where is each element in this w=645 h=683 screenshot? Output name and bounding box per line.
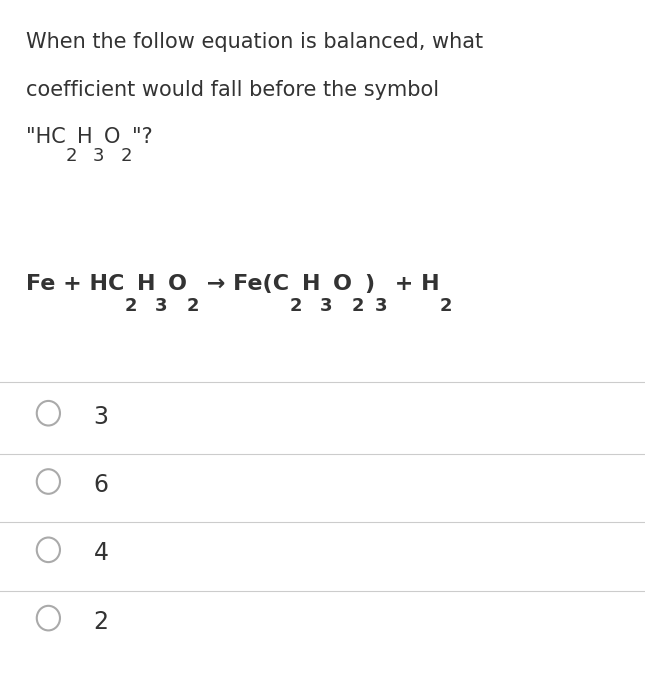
Text: 2: 2 <box>94 609 108 634</box>
Text: 2: 2 <box>439 297 452 315</box>
Text: 2: 2 <box>121 147 132 165</box>
Text: 2: 2 <box>352 297 364 315</box>
Text: O: O <box>333 275 352 294</box>
Text: coefficient would fall before the symbol: coefficient would fall before the symbol <box>26 80 439 100</box>
Text: 3: 3 <box>93 147 104 165</box>
Text: O: O <box>168 275 186 294</box>
Text: 6: 6 <box>94 473 108 497</box>
Text: 2: 2 <box>66 147 77 165</box>
Text: 2: 2 <box>124 297 137 315</box>
Text: 3: 3 <box>94 404 108 429</box>
Text: 2: 2 <box>290 297 302 315</box>
Text: H: H <box>302 275 321 294</box>
Text: 2: 2 <box>186 297 199 315</box>
Text: + H: + H <box>387 275 439 294</box>
Text: "HC: "HC <box>26 128 66 148</box>
Text: 3: 3 <box>375 297 387 315</box>
Text: When the follow equation is balanced, what: When the follow equation is balanced, wh… <box>26 32 483 52</box>
Text: O: O <box>104 128 121 148</box>
Text: → Fe(C: → Fe(C <box>199 275 290 294</box>
Text: Fe + HC: Fe + HC <box>26 275 124 294</box>
Text: 3: 3 <box>321 297 333 315</box>
Text: H: H <box>137 275 155 294</box>
Text: "?: "? <box>132 128 153 148</box>
Text: H: H <box>77 128 93 148</box>
Text: 4: 4 <box>94 541 108 566</box>
Text: ): ) <box>364 275 375 294</box>
Text: 3: 3 <box>155 297 168 315</box>
